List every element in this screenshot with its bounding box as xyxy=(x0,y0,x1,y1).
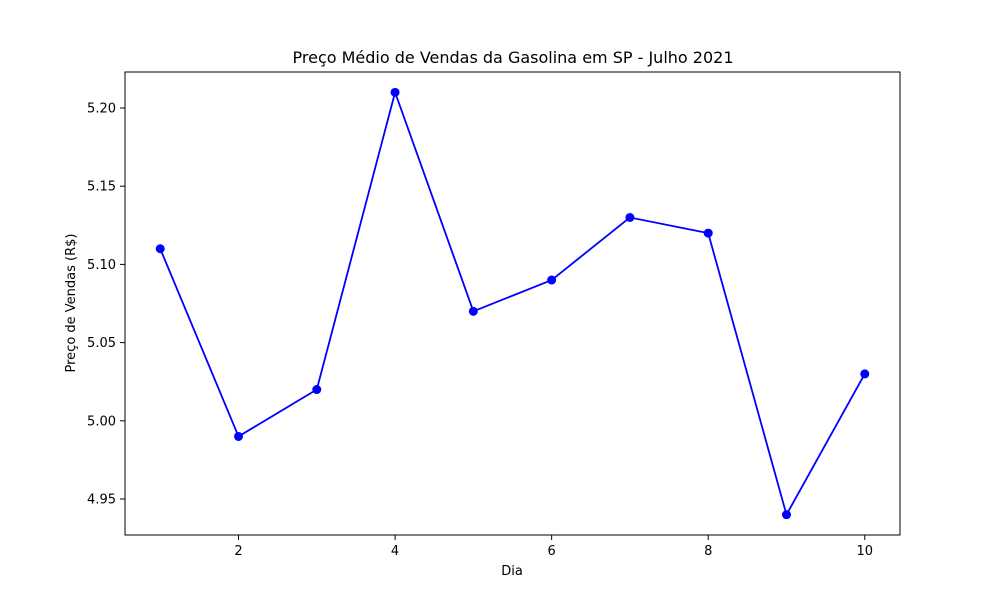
x-tick-label: 10 xyxy=(856,544,873,559)
x-axis-label: Dia xyxy=(501,564,523,579)
data-point xyxy=(468,306,478,316)
data-point xyxy=(234,431,244,441)
data-point xyxy=(625,212,635,222)
y-axis-label: Preço de Vendas (R$) xyxy=(64,234,79,373)
series-line xyxy=(159,91,866,516)
chart-title: Preço Médio de Vendas da Gasolina em SP … xyxy=(293,48,734,67)
data-point xyxy=(781,510,791,520)
data-point xyxy=(547,275,557,285)
plot-area xyxy=(125,72,900,535)
data-point xyxy=(860,369,870,379)
y-tick-label: 4.95 xyxy=(87,493,116,508)
data-point xyxy=(390,87,400,97)
y-tick-label: 5.00 xyxy=(87,414,116,429)
plot-frame xyxy=(124,71,901,536)
y-tick-label: 5.05 xyxy=(87,336,116,351)
x-axis: 2 4 6 8 10 xyxy=(234,535,873,559)
data-point xyxy=(155,244,165,254)
x-tick-label: 2 xyxy=(234,544,242,559)
y-tick-label: 5.15 xyxy=(87,180,116,195)
data-point xyxy=(703,228,713,238)
x-tick-label: 6 xyxy=(548,544,556,559)
x-tick-label: 4 xyxy=(391,544,399,559)
data-point xyxy=(312,385,322,395)
x-tick-label: 8 xyxy=(704,544,712,559)
y-tick-label: 5.20 xyxy=(87,101,116,116)
y-tick-label: 5.10 xyxy=(87,258,116,273)
series-group xyxy=(155,87,870,520)
y-axis: 4.95 5.00 5.05 5.10 5.15 5.20 xyxy=(87,101,125,508)
